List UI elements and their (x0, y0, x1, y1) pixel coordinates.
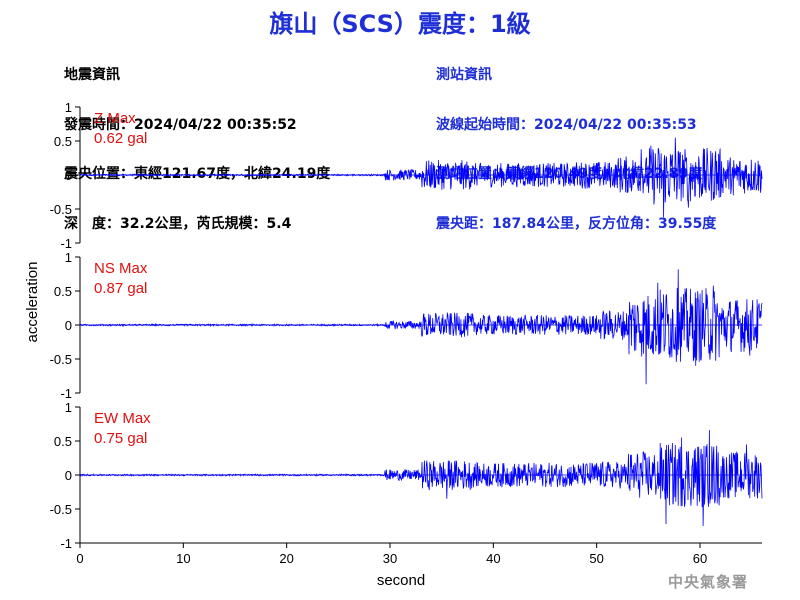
max-label: Z Max (94, 110, 136, 127)
x-tick-label: 20 (279, 551, 293, 566)
station-info: 測站資訊 波線起始時間：2024/04/22 00:35:53 測站位置：東經1… (436, 34, 716, 249)
epicenter-location: 震央位置：東經121.67度，北緯24.19度 (64, 166, 331, 182)
y-tick-label: 0.5 (54, 284, 72, 299)
y-tick-label: -1 (60, 536, 72, 551)
y-tick-label: 0 (65, 468, 72, 483)
station-info-heading: 測站資訊 (436, 67, 492, 83)
y-tick-label: -0.5 (50, 352, 72, 367)
y-tick-label: -1 (60, 386, 72, 401)
y-tick-label: 1 (65, 100, 72, 115)
wave-start-time: 波線起始時間：2024/04/22 00:35:53 (436, 116, 697, 133)
y-tick-label: -0.5 (50, 202, 72, 217)
waveform-z (79, 137, 763, 218)
y-tick-label: 0 (65, 168, 72, 183)
max-value: 0.62 gal (94, 130, 147, 147)
x-tick-label: 30 (383, 551, 397, 566)
agency-watermark: 中央氣象署 (667, 573, 748, 591)
x-tick-label: 0 (76, 551, 83, 566)
waveform-ew (79, 430, 763, 527)
y-tick-label: 0.5 (54, 134, 72, 149)
depth-magnitude: 深 度：32.2公里，芮氏規模：5.4 (64, 215, 292, 232)
panel-z: 1 0.5 0 -0.5 -1 Z Max 0.62 gal (50, 100, 763, 251)
panel-ew: 1 0.5 0 -0.5 -1 EW Max 0.75 gal (50, 400, 763, 551)
panel-ns: 1 0.5 0 -0.5 -1 NS Max 0.87 gal (50, 250, 763, 401)
earthquake-info-heading: 地震資訊 (64, 67, 120, 83)
x-tick-label: 50 (589, 551, 603, 566)
y-tick-label: 0.5 (54, 434, 72, 449)
max-label: EW Max (94, 410, 151, 427)
y-axis-label: acceleration (24, 262, 41, 343)
y-tick-label: 1 (65, 400, 72, 415)
y-tick-label: 0 (65, 318, 72, 333)
x-tick-label: 40 (486, 551, 500, 566)
x-axis-label: second (377, 572, 425, 589)
y-tick-label: -1 (60, 236, 72, 251)
max-value: 0.87 gal (94, 280, 147, 297)
x-tick-label: 10 (176, 551, 190, 566)
max-value: 0.75 gal (94, 430, 147, 447)
origin-time: 發震時間：2024/04/22 00:35:52 (64, 116, 297, 133)
x-tick-label: 60 (693, 551, 707, 566)
y-tick-label: 1 (65, 250, 72, 265)
max-label: NS Max (94, 260, 148, 277)
y-tick-label: -0.5 (50, 502, 72, 517)
waveform-ns (79, 269, 763, 385)
page-title: 旗山（SCS）震度：1級 (269, 10, 531, 38)
earthquake-info: 地震資訊 發震時間：2024/04/22 00:35:52 震央位置：東經121… (64, 34, 330, 249)
epicentral-distance: 震央距：187.84公里，反方位角：39.55度 (436, 215, 717, 232)
